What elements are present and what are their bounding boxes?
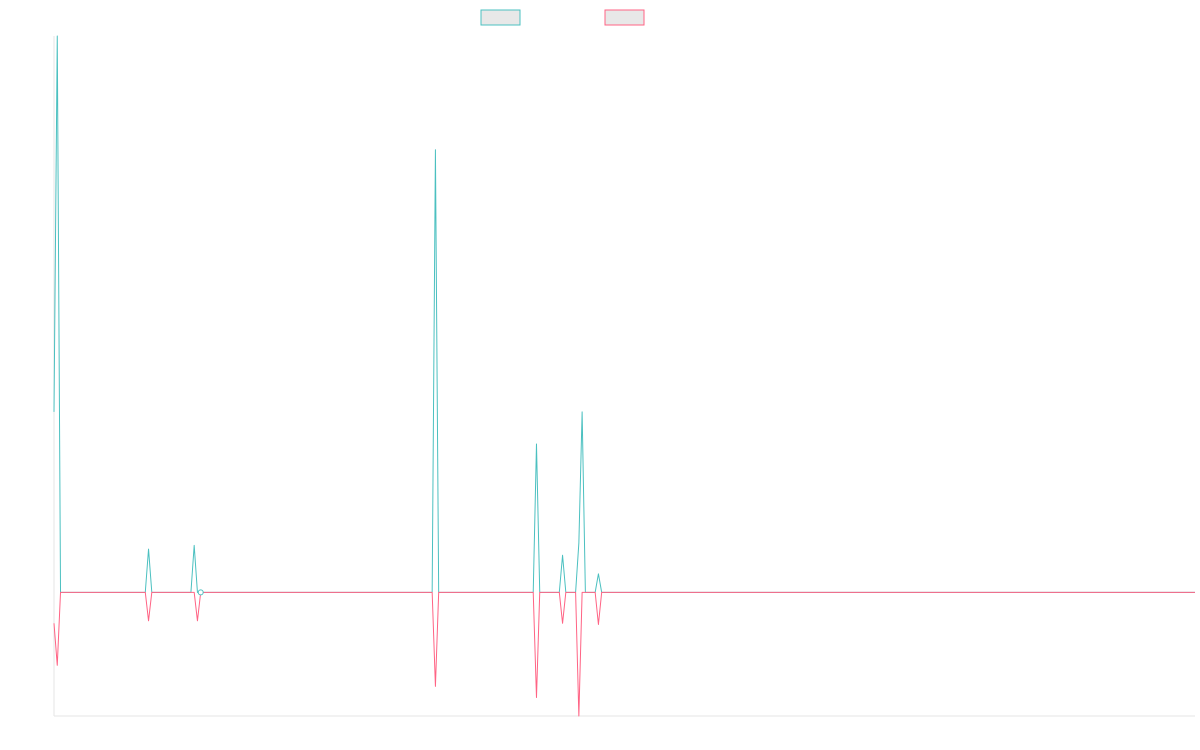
series-layer	[53, 35, 1195, 717]
series-line	[53, 35, 1195, 593]
series-line	[53, 591, 1195, 717]
axes	[53, 36, 1195, 717]
legend-item[interactable]	[480, 9, 521, 26]
series-2	[53, 591, 1195, 717]
legend	[480, 9, 645, 26]
legend-item[interactable]	[604, 9, 645, 26]
legend-swatch	[480, 9, 521, 26]
series-1	[53, 35, 1195, 593]
data-point	[197, 589, 204, 596]
legend-swatch	[604, 9, 645, 26]
